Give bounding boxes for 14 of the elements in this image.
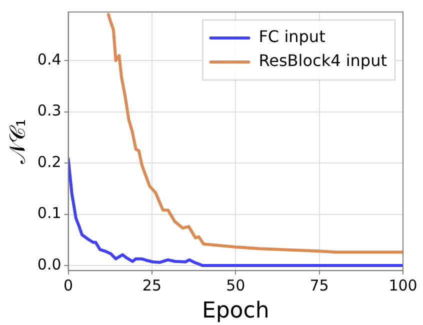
- x-tick-label: 100: [388, 276, 418, 294]
- y-tick-label: 0.4: [37, 50, 62, 69]
- legend-label: FC input: [258, 27, 326, 46]
- y-tick-label: 0.2: [37, 152, 62, 171]
- x-axis-title: Epoch: [202, 298, 270, 324]
- x-tick-label: 0: [63, 276, 74, 294]
- x-tick-label: 50: [226, 276, 246, 294]
- x-tick-label: 25: [142, 276, 162, 294]
- legend-label: ResBlock4 input: [258, 51, 388, 70]
- y-tick-label: 0.0: [37, 255, 62, 274]
- y-axis-title: 𝒩𝒞₁: [6, 118, 31, 164]
- y-tick-label: 0.1: [37, 204, 62, 222]
- y-tick-label: 0.3: [37, 102, 62, 120]
- x-tick-label: 75: [310, 276, 329, 294]
